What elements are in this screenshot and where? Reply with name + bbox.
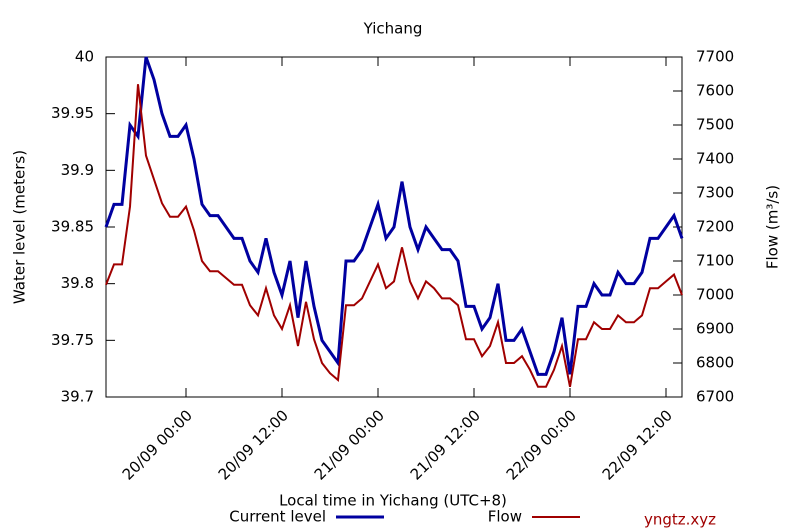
y2-tick-label: 7400 — [696, 150, 734, 168]
y2-tick-label: 7100 — [696, 252, 734, 270]
y2-tick-label: 7500 — [696, 116, 734, 134]
y-axis-label: Water level (meters) — [11, 150, 29, 304]
y-tick-label: 39.75 — [51, 331, 94, 349]
y2-tick-label: 6700 — [696, 388, 734, 406]
legend-label: Current level — [229, 508, 326, 526]
series-line — [104, 56, 684, 376]
y2-tick-label: 7200 — [696, 218, 734, 236]
x-tick-label: 21/09 00:00 — [311, 406, 388, 483]
y2-tick-label: 7700 — [696, 48, 734, 66]
x-tick-label: 22/09 12:00 — [599, 406, 676, 483]
series-line — [105, 84, 683, 388]
y2-axis-label: Flow (m³/s) — [764, 185, 782, 269]
x-tick-label: 22/09 00:00 — [503, 406, 580, 483]
y-tick-label: 39.85 — [51, 218, 94, 236]
y-tick-label: 39.9 — [61, 161, 94, 179]
y-tick-label: 39.95 — [51, 104, 94, 122]
chart-title: Yichang — [363, 20, 423, 38]
x-tick-label: 20/09 00:00 — [119, 406, 196, 483]
y2-tick-label: 7000 — [696, 286, 734, 304]
x-axis-label: Local time in Yichang (UTC+8) — [279, 492, 507, 510]
y-tick-label: 40 — [75, 48, 94, 66]
y2-tick-label: 6900 — [696, 320, 734, 338]
x-tick-label: 21/09 12:00 — [407, 406, 484, 483]
y2-tick-label: 7300 — [696, 184, 734, 202]
y2-tick-label: 7600 — [696, 82, 734, 100]
y-tick-label: 39.8 — [61, 274, 94, 292]
watermark: yngtz.xyz — [644, 511, 716, 529]
legend-label: Flow — [488, 508, 522, 526]
y2-tick-label: 6800 — [696, 354, 734, 372]
y-tick-label: 39.7 — [61, 388, 94, 406]
x-tick-label: 20/09 12:00 — [215, 406, 292, 483]
